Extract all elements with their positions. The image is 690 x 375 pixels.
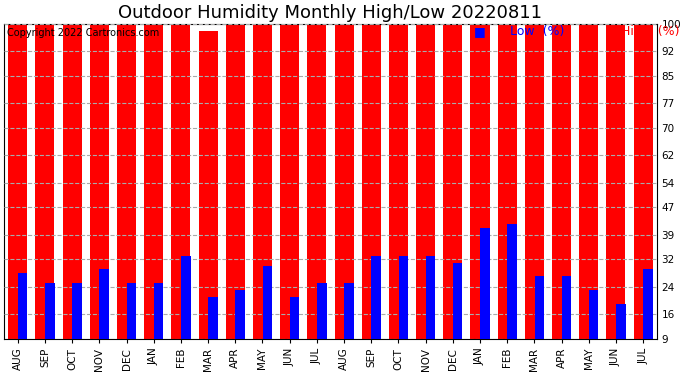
- Bar: [426, 256, 435, 339]
- Bar: [389, 24, 408, 339]
- Bar: [127, 283, 136, 339]
- Bar: [416, 24, 435, 339]
- Bar: [589, 290, 598, 339]
- Bar: [471, 24, 489, 339]
- Bar: [253, 24, 272, 339]
- Bar: [453, 262, 462, 339]
- Bar: [171, 24, 190, 339]
- Bar: [90, 24, 109, 339]
- Bar: [307, 24, 326, 339]
- Bar: [117, 24, 136, 339]
- Bar: [99, 270, 109, 339]
- Bar: [35, 24, 55, 339]
- Bar: [607, 24, 625, 339]
- Bar: [399, 256, 408, 339]
- Bar: [18, 273, 28, 339]
- Bar: [144, 24, 164, 339]
- Text: High  (%): High (%): [621, 25, 680, 38]
- Bar: [199, 31, 217, 339]
- Bar: [643, 270, 653, 339]
- Bar: [226, 24, 245, 339]
- Bar: [525, 24, 544, 339]
- Bar: [535, 276, 544, 339]
- Bar: [290, 297, 299, 339]
- Bar: [335, 24, 353, 339]
- Bar: [616, 304, 626, 339]
- Bar: [280, 24, 299, 339]
- Title: Outdoor Humidity Monthly High/Low 20220811: Outdoor Humidity Monthly High/Low 202208…: [119, 4, 542, 22]
- Bar: [579, 24, 598, 339]
- Bar: [497, 24, 517, 339]
- Bar: [344, 283, 354, 339]
- Bar: [8, 24, 28, 339]
- Bar: [480, 228, 490, 339]
- Bar: [154, 283, 164, 339]
- Text: Low  (%): Low (%): [510, 25, 564, 38]
- Bar: [507, 225, 517, 339]
- Bar: [443, 24, 462, 339]
- Bar: [208, 297, 218, 339]
- Bar: [317, 283, 326, 339]
- Bar: [72, 283, 82, 339]
- Bar: [45, 283, 55, 339]
- Bar: [362, 24, 381, 339]
- Text: Copyright 2022 Cartronics.com: Copyright 2022 Cartronics.com: [8, 28, 159, 39]
- Text: ■: ■: [474, 25, 486, 38]
- Bar: [235, 290, 245, 339]
- Bar: [633, 24, 653, 339]
- Text: ■: ■: [585, 25, 597, 38]
- Bar: [181, 256, 190, 339]
- Bar: [552, 24, 571, 339]
- Bar: [371, 256, 381, 339]
- Bar: [263, 266, 272, 339]
- Bar: [562, 276, 571, 339]
- Bar: [63, 24, 81, 339]
